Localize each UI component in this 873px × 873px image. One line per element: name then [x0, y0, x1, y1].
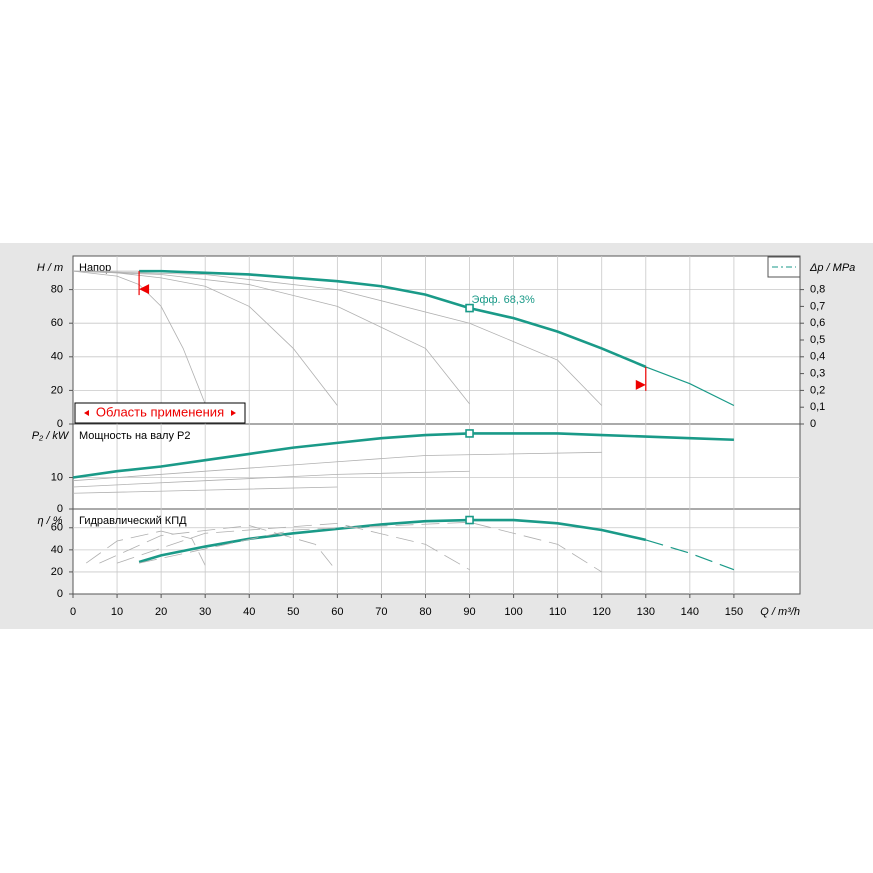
series-line — [72, 486, 338, 494]
operating-point — [465, 515, 474, 525]
y-axis-title: H / m — [37, 262, 63, 274]
y-tick-label: 0 — [57, 588, 63, 600]
y-tick-label: 80 — [51, 284, 63, 296]
series-line — [116, 522, 470, 571]
y2-tick-label: 0,1 — [810, 401, 825, 413]
x-tick-label: 140 — [681, 606, 699, 618]
series-line — [72, 451, 602, 482]
x-tick-label: 70 — [375, 606, 387, 618]
y-axis-title: P₂ / kW — [32, 430, 70, 442]
range-box — [74, 402, 246, 424]
x-tick-label: 10 — [111, 606, 123, 618]
plot-area — [72, 255, 801, 595]
y2-tick-label: 0,8 — [810, 284, 825, 296]
series-line — [138, 518, 647, 564]
y2-tick-label: 0,4 — [810, 351, 825, 363]
y2-tick-label: 0 — [810, 418, 816, 430]
x-axis-title: Q / m³/h — [760, 606, 800, 618]
y-tick-label: 0 — [57, 503, 63, 515]
x-tick-label: 20 — [155, 606, 167, 618]
x-tick-label: 90 — [463, 606, 475, 618]
series-line — [72, 432, 734, 479]
series-line — [99, 525, 338, 573]
series-line — [645, 366, 735, 407]
series-line — [645, 539, 735, 571]
y-axis-title: η / % — [37, 515, 62, 527]
operating-point — [465, 303, 474, 313]
x-tick-label: 30 — [199, 606, 211, 618]
series-line — [72, 470, 470, 488]
range-arrow — [635, 379, 646, 390]
series-line — [72, 270, 470, 405]
series-line — [139, 521, 602, 573]
x-tick-label: 130 — [637, 606, 655, 618]
x-tick-label: 0 — [70, 606, 76, 618]
range-box-arrow — [84, 410, 89, 416]
y2-tick-label: 0,7 — [810, 300, 825, 312]
y-tick-label: 40 — [51, 544, 63, 556]
x-tick-label: 80 — [419, 606, 431, 618]
range-arrow — [139, 284, 150, 295]
efficiency-label: Эфф. 68,3% — [472, 294, 536, 306]
y-tick-label: 20 — [51, 566, 63, 578]
y-tick-label: 0 — [57, 418, 63, 430]
x-tick-label: 60 — [331, 606, 343, 618]
y-tick-label: 60 — [51, 317, 63, 329]
operating-point — [465, 429, 474, 438]
series-line — [85, 530, 206, 566]
y2-tick-label: 0,3 — [810, 368, 825, 380]
x-tick-label: 110 — [549, 606, 567, 618]
x-tick-label: 120 — [593, 606, 611, 618]
panel-title: Гидравлический КПД — [79, 515, 187, 527]
y-tick-label: 60 — [51, 522, 63, 534]
y-tick-label: 20 — [51, 384, 63, 396]
x-tick-label: 100 — [504, 606, 522, 618]
y2-axis-title: Δp / MPa — [809, 262, 855, 274]
x-tick-label: 50 — [287, 606, 299, 618]
y2-tick-label: 0,2 — [810, 384, 825, 396]
panel-title: Мощность на валу P2 — [79, 430, 191, 442]
y-tick-label: 10 — [51, 471, 63, 483]
range-box-arrow — [231, 410, 236, 416]
x-tick-label: 150 — [725, 606, 743, 618]
series-line — [139, 269, 647, 369]
y-tick-label: 40 — [51, 351, 63, 363]
range-label: Область применения — [96, 404, 224, 419]
y2-tick-label: 0,6 — [810, 317, 825, 329]
series-line — [72, 270, 603, 406]
x-tick-label: 40 — [243, 606, 255, 618]
series-line — [72, 270, 206, 404]
y2-tick-label: 0,5 — [810, 334, 825, 346]
